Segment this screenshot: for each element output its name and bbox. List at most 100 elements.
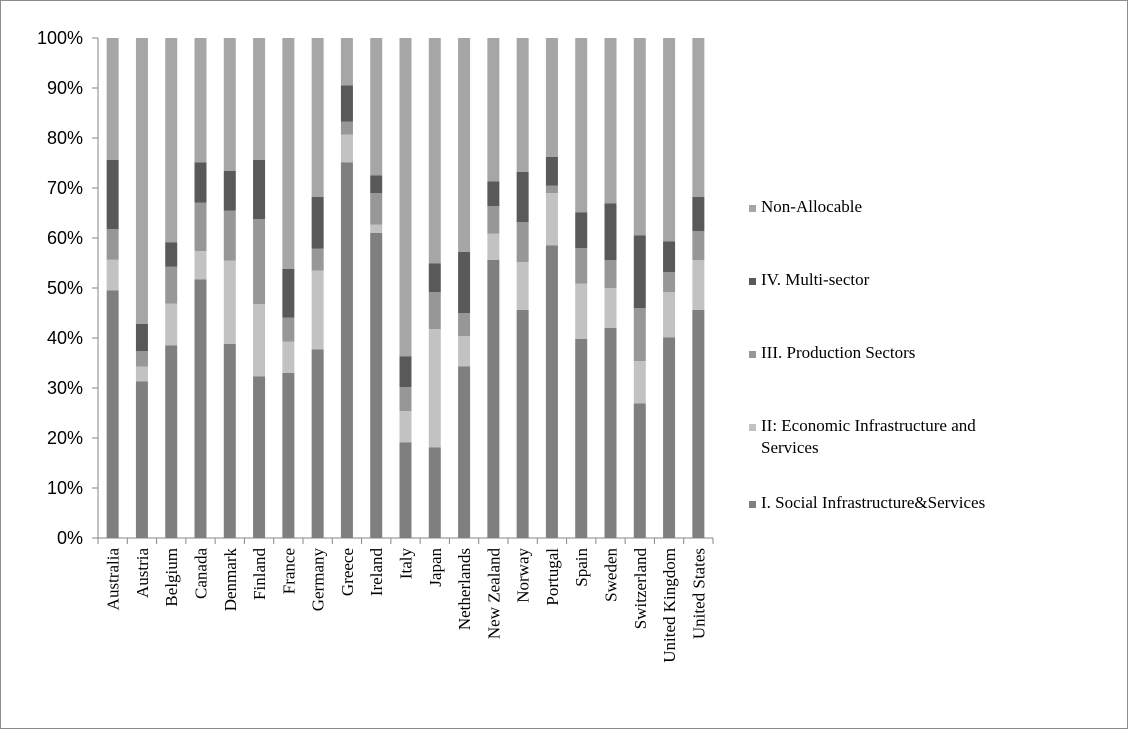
bar-segment	[692, 38, 705, 197]
bar-segment	[223, 210, 236, 261]
bar-segment	[428, 263, 441, 292]
legend-swatch	[749, 351, 756, 358]
bar-segment	[487, 260, 500, 538]
bar-segment	[575, 339, 588, 538]
bar-segment	[663, 241, 676, 272]
bar-segment	[223, 38, 236, 171]
legend-swatch	[749, 205, 756, 212]
bar-segment	[253, 219, 266, 304]
y-tick-label: 20%	[47, 428, 83, 448]
category-label: Australia	[104, 548, 123, 611]
bar-segment	[487, 181, 500, 206]
category-label: Denmark	[221, 548, 240, 612]
y-tick-label: 90%	[47, 78, 83, 98]
bar-segment	[106, 229, 119, 260]
bar-segment	[516, 262, 529, 310]
bar-segment	[223, 260, 236, 344]
bar-segment	[370, 175, 383, 193]
bar-segment	[545, 245, 558, 538]
category-label: Austria	[133, 548, 152, 599]
bar-segment	[282, 38, 295, 269]
bar-segment	[194, 202, 207, 251]
bar-segment	[458, 313, 471, 336]
bar-segment	[399, 442, 412, 538]
legend-label: III. Production Sectors	[761, 343, 915, 362]
bar-segment	[370, 233, 383, 538]
bar-segment	[135, 351, 148, 367]
bar-segment	[340, 121, 353, 135]
category-label: Spain	[572, 548, 591, 587]
bar-segment	[253, 304, 266, 377]
legend-label: II: Economic Infrastructure and Services	[761, 416, 976, 457]
category-label: Netherlands	[455, 548, 474, 630]
bar-segment	[399, 356, 412, 387]
category-label: New Zealand	[484, 548, 503, 640]
bar-segment	[692, 310, 705, 538]
legend-swatch	[749, 501, 756, 508]
bar-segment	[311, 197, 324, 249]
bar-segment	[516, 172, 529, 222]
y-tick-label: 50%	[47, 278, 83, 298]
category-label: Germany	[309, 548, 328, 612]
bar-segment	[340, 85, 353, 122]
bar-segment	[106, 160, 119, 229]
bar-segment	[253, 376, 266, 538]
bar-segment	[692, 231, 705, 260]
bar-segment	[223, 344, 236, 538]
bar-segment	[545, 193, 558, 246]
bar-segment	[545, 157, 558, 186]
category-label: Canada	[192, 548, 211, 599]
y-tick-label: 30%	[47, 378, 83, 398]
bar-segment	[135, 324, 148, 351]
bar-stacks	[106, 38, 705, 538]
bar-segment	[194, 279, 207, 538]
y-tick-label: 10%	[47, 478, 83, 498]
bar-segment	[545, 38, 558, 157]
category-label: Japan	[426, 548, 445, 587]
bar-segment	[282, 317, 295, 342]
bar-segment	[575, 212, 588, 248]
legend-label: Non-Allocable	[761, 197, 862, 216]
y-tick-label: 80%	[47, 128, 83, 148]
bar-segment	[487, 38, 500, 182]
bar-segment	[604, 328, 617, 538]
bar-segment	[340, 134, 353, 163]
bar-segment	[165, 266, 178, 304]
category-label: France	[279, 548, 298, 594]
legend-swatch	[749, 278, 756, 285]
bar-segment	[165, 345, 178, 538]
bar-segment	[165, 242, 178, 267]
bar-segment	[399, 38, 412, 357]
category-label: Greece	[338, 548, 357, 596]
bar-segment	[604, 203, 617, 260]
bar-segment	[516, 310, 529, 538]
bar-segment	[487, 206, 500, 234]
bar-segment	[399, 411, 412, 443]
bar-segment	[370, 38, 383, 176]
legend-swatch	[749, 424, 756, 431]
bar-segment	[282, 341, 295, 373]
bar-segment	[575, 248, 588, 284]
y-axis: 0% 10% 20% 30% 40% 50% 60% 70% 80% 90% 100%	[37, 28, 99, 548]
bar-segment	[458, 252, 471, 313]
bar-segment	[516, 222, 529, 262]
bar-segment	[604, 260, 617, 288]
category-label: Switzerland	[631, 548, 650, 630]
bar-segment	[340, 38, 353, 86]
y-tick-label: 70%	[47, 178, 83, 198]
bar-segment	[487, 233, 500, 260]
bar-segment	[545, 185, 558, 193]
category-label: Sweden	[602, 548, 621, 602]
bar-segment	[135, 38, 148, 324]
bar-segment	[428, 329, 441, 448]
bar-segment	[633, 361, 646, 404]
bar-segment	[253, 160, 266, 219]
bar-segment	[106, 290, 119, 538]
bar-segment	[399, 387, 412, 411]
bar-segment	[633, 235, 646, 308]
bar-segment	[282, 373, 295, 538]
legend: Non-Allocable IV. Multi-sector III. Produc…	[749, 197, 985, 512]
bar-segment	[428, 447, 441, 538]
